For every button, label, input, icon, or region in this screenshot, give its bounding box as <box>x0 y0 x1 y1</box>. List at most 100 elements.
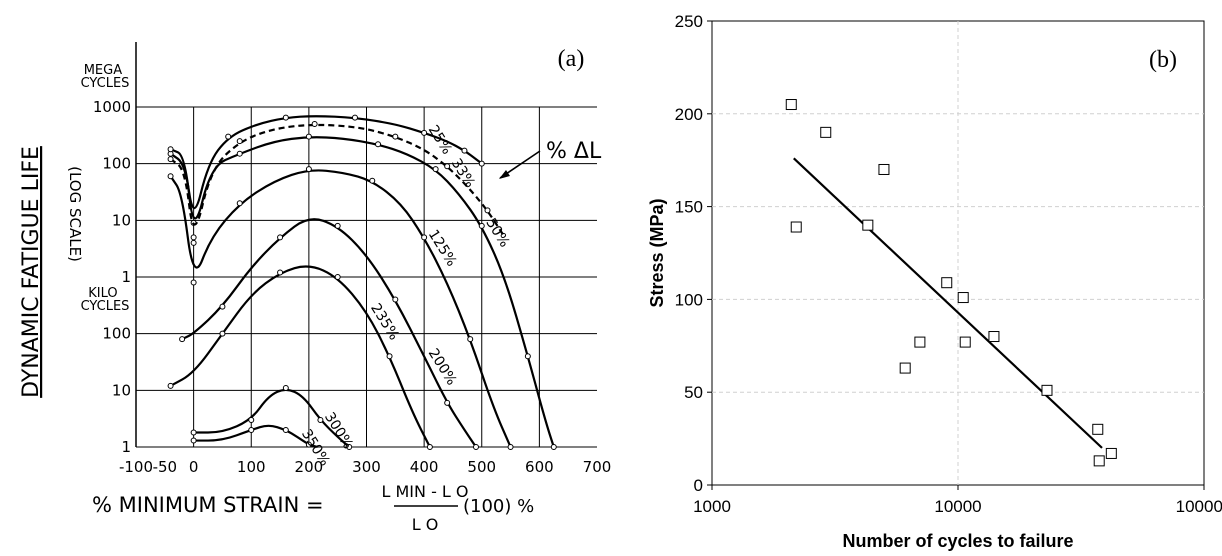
panel-b-data-point <box>1092 423 1104 435</box>
panel-a-data-point <box>167 173 174 180</box>
panel-a-x-tick-label: -50 <box>153 458 178 476</box>
panel-b-x-tick-label: 1000 <box>693 497 731 516</box>
panel-a-legend-title: % ΔL <box>546 139 602 164</box>
panel-a-series-curve <box>170 265 431 448</box>
panel-a-x-tick-label: 300 <box>352 458 381 476</box>
panel-a-data-point <box>248 426 255 433</box>
panel-a-data-point <box>167 156 174 163</box>
panel-a-x-formula-numerator: L MIN - L O <box>381 482 468 501</box>
panel-a-data-point <box>236 138 243 145</box>
panel-a-data-point <box>507 444 514 450</box>
panel-a-data-point <box>392 133 399 140</box>
panel-b-y-tick-label: 200 <box>675 105 703 124</box>
panel-b-data-point <box>1105 447 1117 459</box>
panel-a-data-point <box>236 200 243 207</box>
panel-a-data-point <box>550 444 557 450</box>
panel-a-data-point <box>386 353 393 360</box>
panel-a-x-tick-label: 700 <box>583 458 612 476</box>
panel-a-y-tick-label: 1 <box>121 268 131 286</box>
panel-a-data-point <box>190 239 197 246</box>
panel-a-x-tick-label: 500 <box>467 458 496 476</box>
panel-a-data-point <box>478 222 485 229</box>
panel-b-y-tick-label: 150 <box>675 198 703 217</box>
panel-a-data-point <box>484 207 491 214</box>
panel-a-data-point <box>190 279 197 286</box>
panel-a-data-point <box>369 177 376 184</box>
panel-a-series-curve <box>169 169 512 448</box>
panel-b-data-point <box>959 336 971 348</box>
panel-b-x-axis-title: Number of cycles to failure <box>842 531 1073 551</box>
panel-a-data-point <box>334 274 341 280</box>
panel-a-x-formula-suffix: (100) % <box>463 496 534 517</box>
panel-a-data-point <box>426 444 433 450</box>
panel-b-points <box>785 99 1117 467</box>
panel-a-y-tick-label: 100 <box>102 325 131 343</box>
y-unit-mid-label: KILO CYCLES <box>81 286 130 314</box>
panel-a-data-point <box>219 303 226 310</box>
panel-b-regression-line <box>793 157 1103 449</box>
panel-a-data-point <box>392 296 399 303</box>
panel-a-data-point <box>444 399 451 406</box>
legend-arrowhead-icon <box>499 170 510 179</box>
panel-b-data-point <box>790 221 802 233</box>
panel-a-data-point <box>305 133 312 140</box>
panel-a-data-point <box>305 441 312 448</box>
panel-b-data-point <box>878 163 890 175</box>
panel-a-data-point <box>236 150 243 157</box>
panel-a-y-tick-label: 1 <box>121 438 131 456</box>
panel-a-data-point <box>472 444 479 450</box>
panel-b-y-axis-title: Stress (MPa) <box>647 198 667 307</box>
panel-a-series-label: 300% <box>321 410 356 452</box>
panel-a-data-point <box>467 336 474 343</box>
panel-b-data-point <box>914 336 926 348</box>
panel-a-series-curve <box>170 136 555 448</box>
panel-b-data-point <box>899 362 911 374</box>
panel-b-grid <box>712 21 1204 485</box>
panel-a-data-point <box>248 416 255 423</box>
panel-a-data-point <box>190 437 197 444</box>
panel-a-data-point <box>219 330 226 337</box>
panel-a-y-tick-label: 10 <box>112 211 131 229</box>
panel-b-data-point <box>862 219 874 231</box>
panel-a-data-point <box>346 444 353 450</box>
panel-a-data-point <box>282 114 289 121</box>
panel-a-data-point <box>524 353 531 360</box>
panel-b-data-point <box>1041 384 1053 396</box>
panel-b-data-point <box>785 99 797 111</box>
panel-b-fit-line <box>793 157 1103 449</box>
panel-a-y-tick-label: 100 <box>102 155 131 173</box>
panel-a-data-point <box>190 429 197 436</box>
panel-b-y-tick-label: 50 <box>684 383 703 402</box>
panel-a-grid <box>136 106 597 448</box>
panel-b-data-point <box>1093 455 1105 467</box>
panel-b-y-tick-label: 250 <box>675 12 703 31</box>
panel-a-y-tick-label: 1000 <box>93 98 131 116</box>
panel-a-data-point <box>461 147 468 154</box>
panel-a-y-axis-title: DYNAMIC FATIGUE LIFE <box>19 146 44 398</box>
panel-a-data-point <box>167 146 174 153</box>
panel-b-label: (b) <box>1149 47 1177 73</box>
panel-a-x-axis-title: % MINIMUM STRAIN = <box>92 493 324 517</box>
panel-b-data-point <box>988 331 1000 343</box>
panel-a-data-point <box>277 234 284 241</box>
panel-a-data-point <box>277 269 284 276</box>
panel-a-data-point <box>432 166 439 173</box>
panel-b-y-tick-label: 100 <box>675 290 703 309</box>
panel-b-x-tick-label: 10000 <box>934 497 981 516</box>
panel-a-data-point <box>421 129 428 136</box>
panel-a-data-point <box>334 222 341 229</box>
panel-a-data-point <box>282 384 289 391</box>
panel-b-data-point <box>957 292 969 304</box>
panel-a-data-point <box>167 382 174 389</box>
panel-a-data-point <box>190 234 197 241</box>
panel-a-chart: 25%33%50%125%200%235%300%350% -100 -50 0 10… <box>19 42 611 534</box>
panel-a-data-point <box>478 160 485 167</box>
panel-a-tick-labels: -100 -50 0 100 200 300 400 500 600 700 1000 100 10 1 1… <box>93 98 612 476</box>
panel-a-data-point <box>351 114 358 121</box>
panel-a-x-tick-label: 100 <box>237 458 266 476</box>
panel-a-data-point <box>305 166 312 173</box>
panel-a-data-point <box>225 133 232 140</box>
panel-a-data-point <box>421 234 428 241</box>
